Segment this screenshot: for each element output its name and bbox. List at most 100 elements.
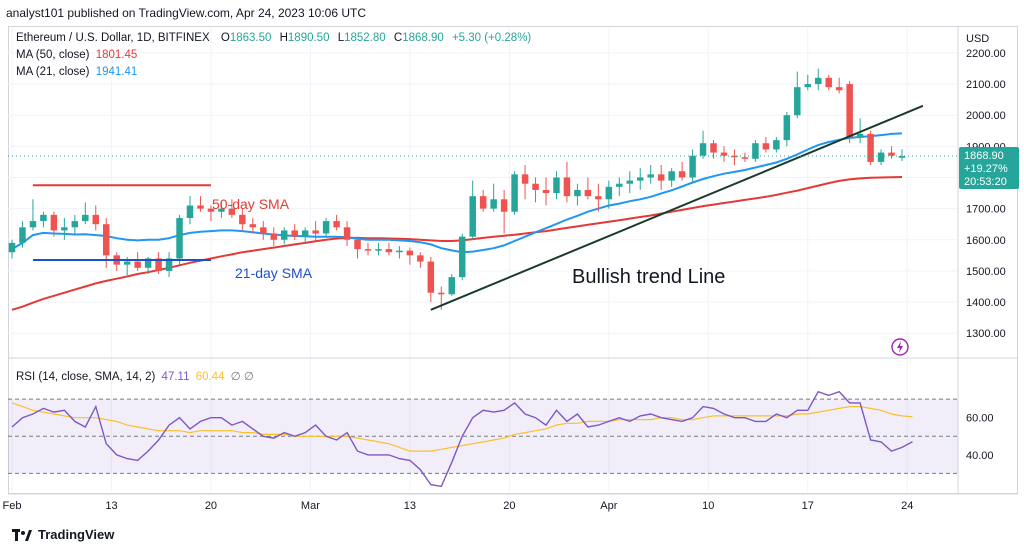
candle-body <box>417 255 424 262</box>
candle-body <box>647 174 654 178</box>
candle-body <box>123 261 131 265</box>
candle-body <box>260 227 267 234</box>
ma21-legend[interactable]: MA (21, close) 1941.41 <box>16 66 137 78</box>
time-tick-label: 13 <box>404 500 416 512</box>
candle-body <box>102 224 110 256</box>
candle-body <box>542 189 550 194</box>
candle <box>678 161 686 181</box>
candle-body <box>207 208 215 212</box>
candle <box>542 177 550 206</box>
candle <box>741 152 749 162</box>
candle-body <box>301 230 309 237</box>
candle-body <box>134 261 141 268</box>
ma50-legend[interactable]: MA (50, close) 1801.45 <box>16 49 137 61</box>
symbol-label[interactable]: Ethereum / U.S. Dollar, 1D, BITFINEX <box>16 32 210 44</box>
candle-body <box>82 214 89 222</box>
candle-body <box>280 230 288 240</box>
candle-body <box>40 214 47 222</box>
candle <box>616 177 623 197</box>
rsi-extra: ∅ ∅ <box>230 371 254 383</box>
sma50-annotation: 50-day SMA <box>212 196 290 212</box>
candle <box>406 247 414 265</box>
time-tick-label: 24 <box>901 500 913 512</box>
high-value: 1890.50 <box>287 32 330 44</box>
rsi-tick-label: 60.00 <box>966 413 994 425</box>
candle-body <box>616 183 623 187</box>
close-value: 1868.90 <box>402 32 444 44</box>
candle-body <box>8 242 16 253</box>
candle-body <box>773 140 780 150</box>
rsi-tick-label: 40.00 <box>966 450 994 462</box>
time-tick-label: 20 <box>205 500 217 512</box>
brand-label: TradingView <box>38 527 115 542</box>
time-tick-label: 10 <box>702 500 714 512</box>
candle-body <box>752 143 759 159</box>
candle <box>710 140 717 159</box>
candle <box>260 221 267 240</box>
candle-body <box>636 177 644 181</box>
candle <box>197 196 204 212</box>
price-tick-label: 1400.00 <box>966 297 1006 309</box>
candle <box>354 236 361 259</box>
candle-body <box>867 133 874 162</box>
tradingview-brand[interactable]: TradingView <box>12 527 114 542</box>
time-tick-label: 20 <box>503 500 515 512</box>
candle <box>605 180 613 209</box>
ma21-label: MA (21, close) <box>16 66 90 78</box>
candle <box>61 217 68 240</box>
candle <box>626 171 634 194</box>
candle <box>584 177 592 200</box>
candle <box>322 217 330 237</box>
candle-body <box>354 239 361 250</box>
candle-body <box>92 214 100 225</box>
candle <box>595 183 602 212</box>
time-tick-label: 13 <box>105 500 117 512</box>
candle <box>239 208 246 231</box>
rsi-label: RSI (14, close, SMA, 14, 2) <box>16 371 156 383</box>
high-label: H <box>279 32 288 44</box>
candle-body <box>218 208 225 212</box>
candle-body <box>50 214 58 231</box>
candle <box>888 146 895 159</box>
candle <box>375 242 382 256</box>
open-label: O <box>220 32 230 44</box>
candle <box>312 221 319 240</box>
candle-body <box>888 152 895 156</box>
candle <box>867 130 874 166</box>
candle <box>333 214 340 231</box>
candle-body <box>741 157 749 159</box>
candle <box>804 74 812 91</box>
candle-body <box>61 227 68 231</box>
rsi-sma-value: 60.44 <box>195 371 225 383</box>
candle-body <box>396 250 403 253</box>
candle <box>752 140 759 162</box>
candle-body <box>364 249 372 251</box>
candle-body <box>835 87 843 91</box>
candle <box>521 165 529 200</box>
candle-body <box>794 87 801 116</box>
candle-body <box>605 186 613 200</box>
candle <box>176 214 183 265</box>
candle <box>563 161 571 203</box>
rsi-legend[interactable]: RSI (14, close, SMA, 14, 2) 47.11 60.44 … <box>16 369 254 383</box>
candle <box>647 165 654 184</box>
candle <box>856 118 864 144</box>
candle-body <box>584 189 592 197</box>
candle-body <box>710 143 717 153</box>
candle-body <box>553 177 560 194</box>
price-tick-label: 2100.00 <box>966 79 1006 91</box>
candle-body <box>71 221 79 228</box>
ma50-label: MA (50, close) <box>16 49 90 61</box>
price-axis-unit: USD <box>966 33 989 45</box>
candle-body <box>438 292 445 295</box>
candle <box>532 177 539 203</box>
price-box-pct: +19.27% <box>964 163 1008 175</box>
candle-body <box>731 155 738 158</box>
price-box-price: 1868.90 <box>964 150 1004 162</box>
low-value: 1852.80 <box>344 32 386 44</box>
candle-body <box>490 199 497 209</box>
candle <box>228 199 236 218</box>
lightning-bolt <box>897 341 903 353</box>
candle-body <box>626 180 634 184</box>
